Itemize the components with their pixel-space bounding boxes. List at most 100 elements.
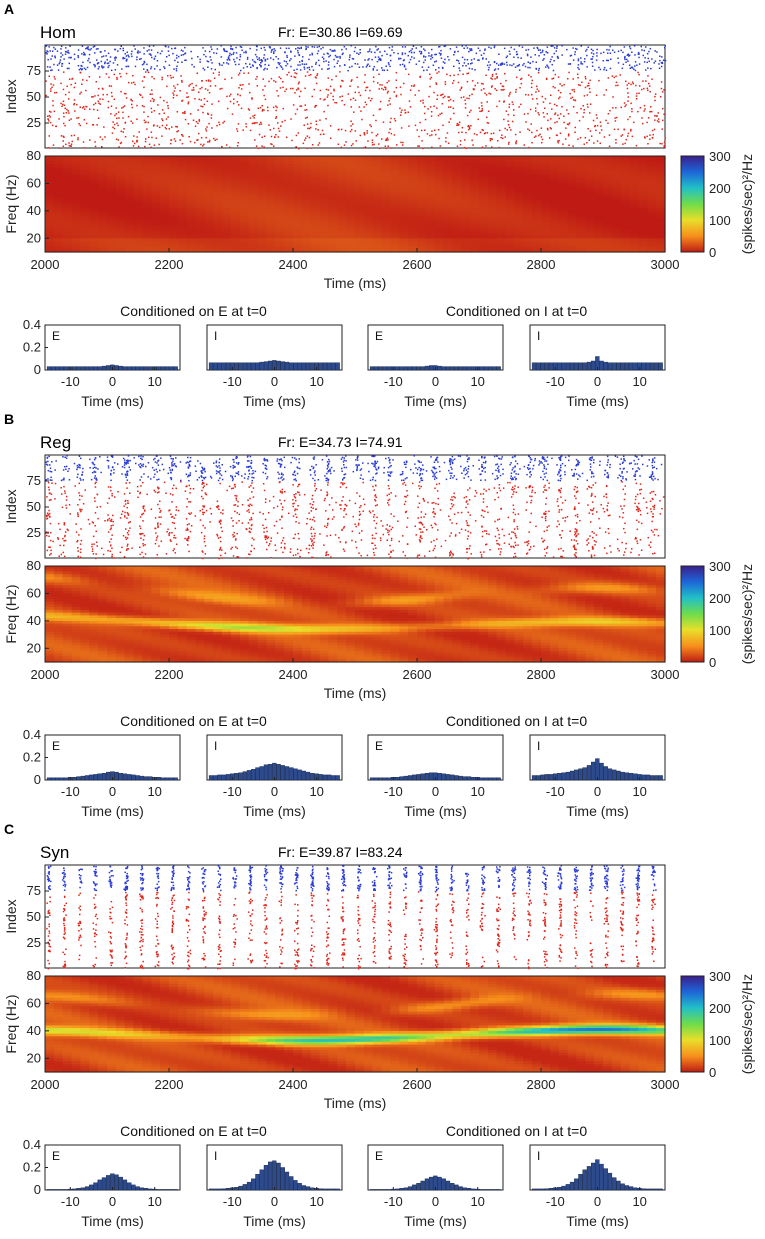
hist-bar (403, 775, 408, 781)
raster-plot (44, 44, 666, 149)
hist-bar (633, 773, 638, 781)
hist-bar (105, 365, 111, 371)
hist-title-E: Conditioned on E at t=0 (120, 303, 267, 319)
spectrogram-ylabel: Freq (Hz) (3, 994, 19, 1053)
hist-bar (591, 360, 596, 371)
hist-bar (156, 366, 161, 371)
hist-bar (654, 362, 659, 371)
hist-bar (51, 777, 56, 781)
panel-label: B (4, 411, 14, 427)
hist-bar (492, 777, 497, 781)
hist-xtick: 10 (632, 1194, 646, 1209)
hist-bar (55, 1189, 60, 1191)
hist-letter: I (537, 1149, 540, 1163)
hist-bar (143, 1188, 149, 1191)
hist-bar (105, 771, 111, 781)
hist-xtick: -10 (223, 1194, 242, 1209)
hist-bar (63, 777, 69, 781)
hist-xtick: 0 (432, 374, 439, 389)
hist-ytick: 0.2 (23, 1160, 41, 1175)
hist-bar (582, 1169, 587, 1191)
time-axis-label: Time (ms) (324, 275, 386, 291)
hist-letter: I (214, 739, 217, 753)
hist-bar (399, 776, 404, 781)
hist-bar (118, 773, 123, 781)
hist-bar (213, 362, 218, 371)
hist-bar (63, 1189, 69, 1191)
hist-bar (424, 365, 430, 371)
histogram-I-given-E: I -10 0 10 Time (ms) (206, 734, 343, 819)
histogram-I-given-I: I -10 0 10 Time (ms) (529, 324, 666, 409)
hist-ytick: 0 (34, 362, 41, 377)
hist-bar (263, 764, 269, 781)
hist-xtick: 10 (309, 374, 323, 389)
hist-bar (416, 366, 421, 371)
hist-bar (557, 362, 562, 371)
hist-bar (544, 362, 549, 371)
hist-ytick: 0.2 (23, 750, 41, 765)
hist-bar (548, 362, 554, 371)
hist-bar (399, 366, 404, 371)
time-tick: 3000 (651, 257, 680, 272)
hist-bar (540, 362, 545, 371)
hist-bar (369, 366, 375, 371)
hist-xtick: -10 (223, 784, 242, 799)
hist-xtick: 0 (432, 1194, 439, 1209)
hist-bar (496, 777, 501, 781)
firing-rate: Fr: E=39.87 I=83.24 (278, 844, 403, 860)
hist-bar (582, 767, 587, 781)
hist-xlabel: Time (ms) (81, 1213, 143, 1229)
hist-bar (72, 366, 77, 371)
hist-bar (327, 362, 332, 371)
hist-bar (255, 767, 260, 781)
spectrogram-ytick: 20 (27, 230, 41, 245)
time-tick: 2800 (527, 257, 556, 272)
hist-bar (395, 1188, 400, 1191)
hist-bar (620, 771, 625, 781)
hist-bar (139, 775, 144, 781)
spectrogram-heatmap (45, 566, 666, 663)
hist-letter: E (52, 1149, 60, 1163)
histogram-E-given-I: E -10 0 10 Time (ms) (367, 324, 504, 409)
hist-xtick: -10 (384, 1194, 403, 1209)
hist-xtick: -10 (546, 784, 565, 799)
histogram-I-given-I: I -10 0 10 Time (ms) (529, 1144, 666, 1229)
hist-bar (441, 366, 446, 371)
time-tick: 2600 (403, 667, 432, 682)
hist-bar (620, 1183, 625, 1191)
hist-bar (173, 366, 178, 371)
hist-bar (327, 1188, 332, 1191)
hist-xtick: -10 (61, 1194, 80, 1209)
hist-bar (412, 774, 417, 781)
hist-bar (335, 775, 340, 781)
hist-bar (276, 1162, 281, 1191)
colorbar-label: (spikes/sec)²/Hz (739, 564, 755, 664)
hist-bar (289, 1176, 294, 1191)
hist-xlabel: Time (ms) (566, 803, 628, 819)
hist-xtick: 0 (432, 784, 439, 799)
hist-xtick: 10 (309, 1194, 323, 1209)
hist-letter: E (52, 739, 60, 753)
hist-bar (369, 1189, 375, 1191)
spectrogram-ylabel: Freq (Hz) (3, 584, 19, 643)
time-tick: 2000 (31, 667, 60, 682)
hist-bar (221, 774, 226, 781)
hist-bar (386, 366, 392, 371)
hist-bar (599, 1163, 604, 1191)
hist-bar (297, 1183, 302, 1191)
colorbar-tick: 300 (709, 969, 731, 984)
time-tick: 2400 (279, 667, 308, 682)
hist-bar (55, 366, 60, 371)
hist-xlabel: Time (ms) (566, 1213, 628, 1229)
raster-ytick: 50 (27, 89, 41, 104)
hist-bar (645, 1188, 651, 1191)
time-tick: 2600 (403, 257, 432, 272)
hist-bar (462, 1187, 467, 1191)
hist-bar (586, 765, 592, 781)
hist-ytick: 0 (34, 772, 41, 787)
hist-bar (131, 774, 136, 781)
time-tick: 2400 (279, 1077, 308, 1092)
hist-bar (548, 774, 554, 781)
hist-bar (641, 774, 646, 781)
hist-bar (386, 1189, 392, 1191)
